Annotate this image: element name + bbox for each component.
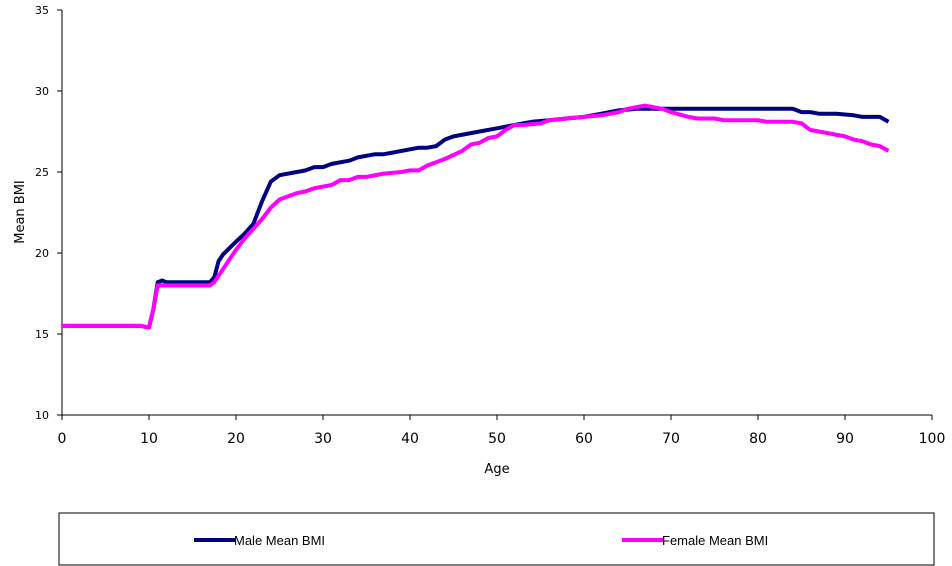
y-axis-title: Mean BMI: [13, 180, 28, 244]
x-tick-label: 50: [488, 431, 506, 447]
y-tick-label: 10: [35, 409, 49, 422]
legend: Male Mean BMI Female Mean BMI: [58, 512, 935, 566]
x-tick-label: 40: [401, 431, 419, 447]
x-tick-label: 100: [919, 431, 946, 447]
x-axis-title: Age: [484, 462, 509, 477]
x-tick-label: 90: [836, 431, 854, 447]
x-tick-label: 30: [314, 431, 332, 447]
legend-label-female: Female Mean BMI: [662, 533, 768, 548]
legend-label-male: Male Mean BMI: [234, 533, 325, 548]
x-tick-label: 80: [749, 431, 767, 447]
y-tick-label: 15: [35, 328, 49, 341]
y-tick-label: 25: [35, 166, 49, 179]
x-ticks: 0 10 20 30 40 50 60 70 80 90 100: [58, 415, 946, 447]
x-tick-label: 0: [58, 431, 67, 447]
x-tick-label: 10: [140, 431, 158, 447]
y-tick-label: 35: [35, 4, 49, 17]
y-tick-label: 20: [35, 247, 49, 260]
x-tick-label: 60: [575, 431, 593, 447]
x-tick-label: 70: [662, 431, 680, 447]
series-line-female: [62, 103, 890, 330]
axes: [61, 10, 932, 416]
y-ticks: 10 15 20 25 30 35: [35, 4, 62, 422]
legend-box: [58, 512, 935, 566]
x-tick-label: 20: [227, 431, 245, 447]
series-line-male: [62, 106, 890, 330]
y-tick-label: 30: [35, 85, 49, 98]
series-lines: [62, 103, 890, 330]
